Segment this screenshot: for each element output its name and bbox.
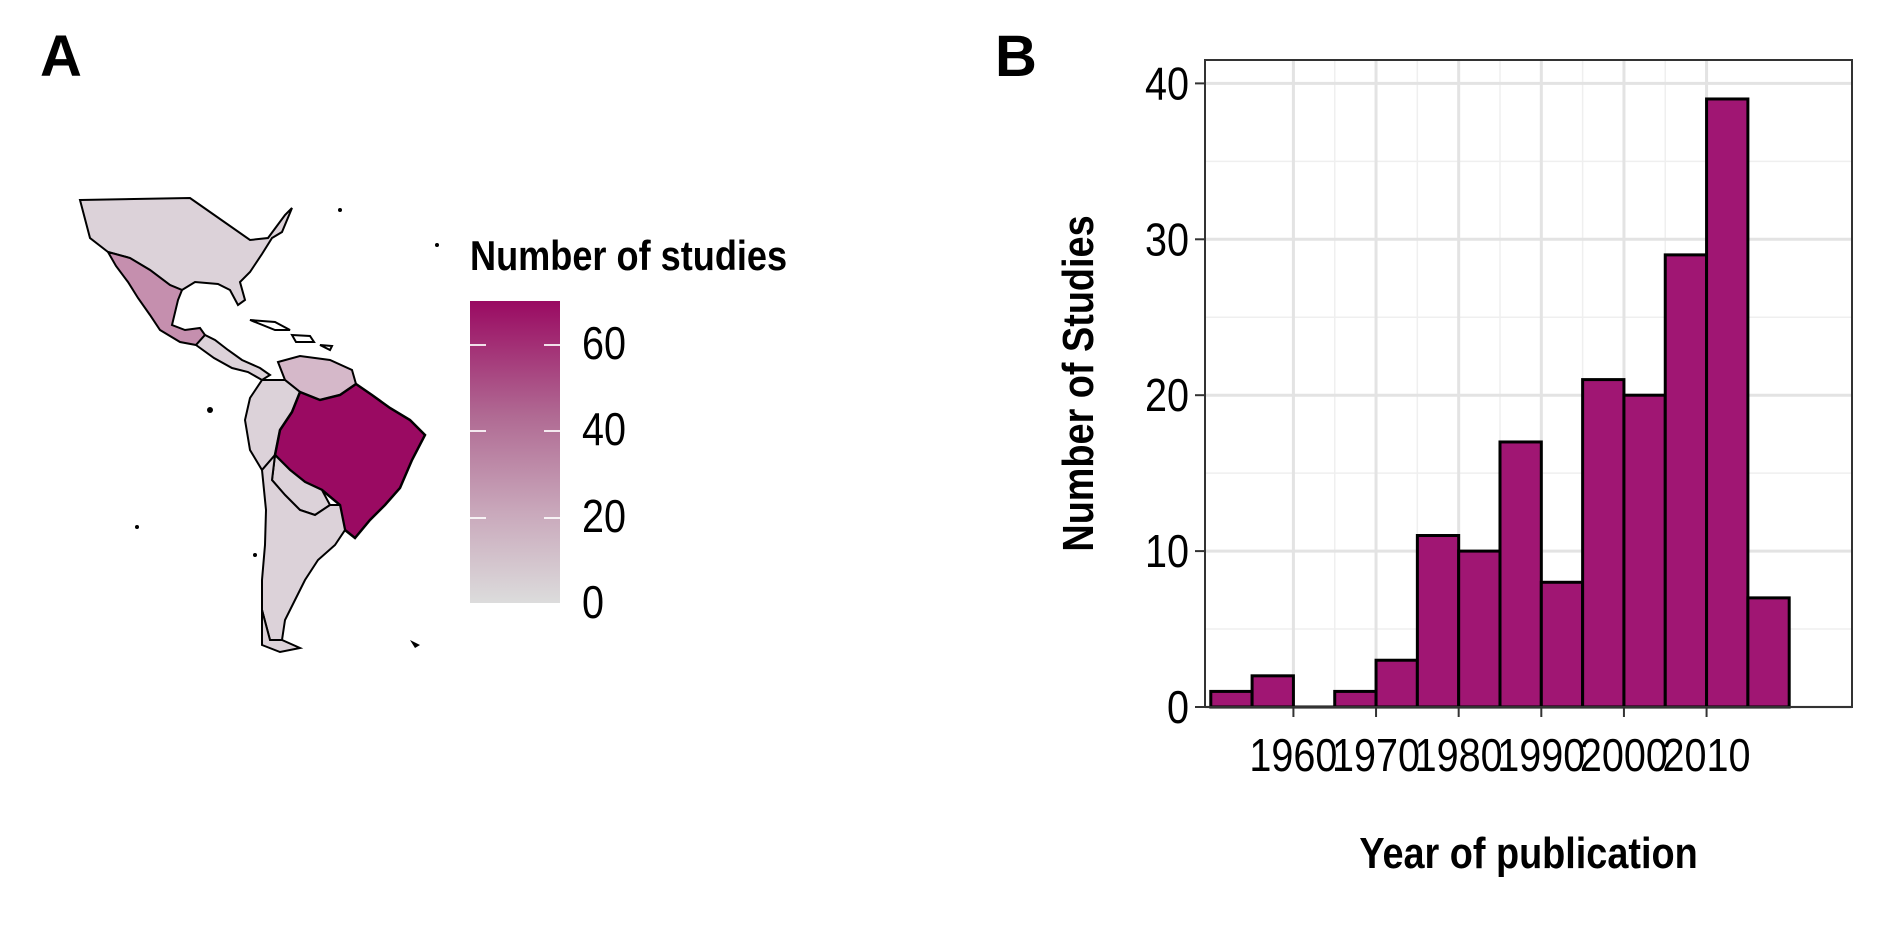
x-tick-label: 1980	[1415, 730, 1503, 781]
x-axis-title: Year of publication	[1359, 828, 1697, 877]
map-region-central-america	[194, 333, 272, 382]
map-island	[338, 208, 342, 212]
legend-tick-label: 0	[582, 576, 605, 628]
map-region-tierra-del-fuego	[261, 609, 304, 654]
americas-map	[78, 196, 439, 654]
map-region-mexico	[105, 250, 207, 347]
histogram-bar	[1746, 596, 1791, 709]
y-tick-label: 0	[1167, 682, 1189, 733]
histogram-bar	[1457, 549, 1502, 709]
map-panel: Number of studies 0 20 40 60	[0, 0, 900, 944]
y-tick-label: 30	[1145, 215, 1189, 266]
histogram-bar	[1705, 97, 1750, 709]
histogram-bar	[1374, 658, 1419, 709]
histogram-bar	[1622, 393, 1667, 709]
legend-tick-label: 40	[582, 403, 627, 456]
x-tick-label: 2010	[1663, 730, 1751, 781]
y-tick-label: 10	[1145, 526, 1189, 577]
x-tick-label: 2000	[1580, 730, 1668, 781]
histogram-bar	[1250, 674, 1295, 709]
y-axis-title: Number of Studies	[1053, 215, 1102, 551]
legend-colorbar	[470, 301, 560, 603]
x-tick-label: 1960	[1249, 730, 1337, 781]
map-island	[435, 243, 439, 247]
map-island	[135, 525, 139, 529]
legend-tick-label: 60	[582, 317, 627, 370]
map-island	[253, 553, 257, 557]
plot-border	[1204, 59, 1853, 708]
histogram-bar	[1663, 253, 1709, 709]
map-island	[410, 640, 420, 648]
panel-label-a: A	[40, 24, 82, 89]
histogram-bar	[1333, 689, 1378, 709]
histogram-bar	[1498, 440, 1543, 709]
legend-tick-label: 20	[582, 489, 627, 542]
panel-label-b: B	[995, 24, 1037, 89]
histogram-bar	[1209, 689, 1254, 709]
histogram-bar	[1581, 378, 1626, 709]
map-region-southern-cone	[260, 451, 347, 641]
x-tick-label: 1970	[1332, 730, 1420, 781]
histogram-bar	[1539, 580, 1585, 709]
histogram-bar	[1415, 534, 1461, 709]
map-region-caribbean	[249, 319, 334, 352]
x-tick-label: 1990	[1497, 730, 1585, 781]
legend-title: Number of studies	[470, 232, 788, 279]
y-tick-label: 20	[1145, 370, 1189, 421]
map-island	[207, 407, 213, 413]
y-tick-label: 40	[1145, 59, 1189, 110]
